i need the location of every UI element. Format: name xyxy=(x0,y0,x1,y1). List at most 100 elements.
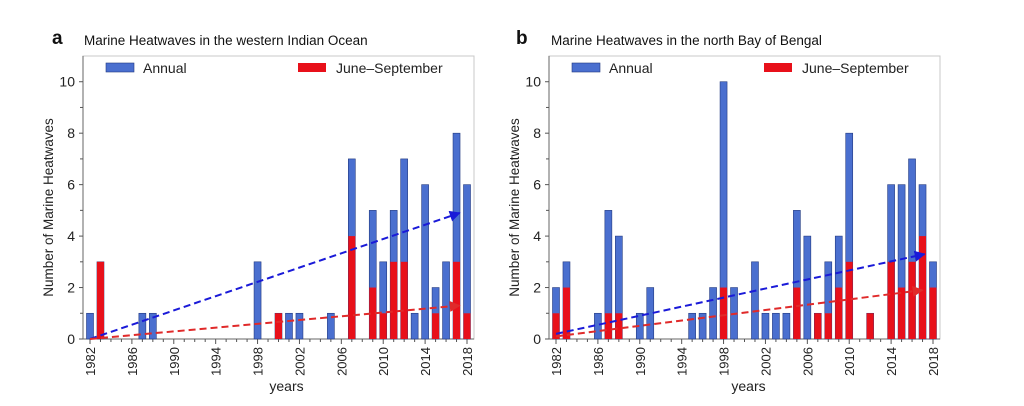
y-tick-label: 6 xyxy=(67,177,75,193)
legend-label-jjas: June–September xyxy=(802,60,909,76)
x-tick-label: 2018 xyxy=(460,347,475,376)
bar-jjas xyxy=(898,287,906,339)
bar-jjas xyxy=(793,287,801,339)
bar-jjas xyxy=(908,261,916,339)
chart-svg: 0 2 4 6 8 10 1982 1986 1990 1994 1998 2002 2006 2010 2… xyxy=(507,55,941,394)
bar-jjas xyxy=(390,261,398,339)
bar-annual xyxy=(138,312,147,340)
bar-jjas xyxy=(720,287,728,339)
bar-annual xyxy=(772,312,780,340)
bar-annual xyxy=(285,312,293,340)
x-tick-label: 2002 xyxy=(292,347,307,376)
chart-svg: 0 2 4 6 8 10 1982 1986 1990 1994 1998 2002 2006 2010 2… xyxy=(41,55,475,394)
legend-label-annual: Annual xyxy=(143,60,187,76)
x-tick-label: 1990 xyxy=(167,347,182,376)
bar-jjas xyxy=(453,261,461,339)
bar-jjas xyxy=(824,313,832,339)
legend-swatch-annual xyxy=(105,62,135,73)
y-tick-label: 0 xyxy=(533,331,541,347)
x-tick-label: 1998 xyxy=(251,347,266,376)
bar-annual xyxy=(594,312,602,340)
y-axis-label: Number of Marine Heatwaves xyxy=(507,118,522,297)
y-tick-label: 8 xyxy=(533,125,541,141)
chart-title: Marine Heatwaves in the western Indian O… xyxy=(84,33,368,48)
bar-annual xyxy=(149,312,157,340)
x-tick-label: 2014 xyxy=(884,347,899,376)
bar-annual xyxy=(295,312,304,340)
legend-swatch-annual xyxy=(571,62,601,73)
panel-a: a Marine Heatwaves in the western Indian… xyxy=(41,28,475,394)
bar-jjas xyxy=(604,313,612,339)
legend-label-annual: Annual xyxy=(609,60,653,76)
panel-letter: b xyxy=(516,28,528,49)
x-tick-label: 1986 xyxy=(591,347,606,376)
bar-jjas xyxy=(835,287,843,339)
bar-jjas xyxy=(400,261,408,339)
legend: Annual June–September xyxy=(105,60,443,76)
x-tick-label: 2006 xyxy=(800,347,815,376)
bar-jjas xyxy=(887,261,895,339)
legend-swatch-jjas xyxy=(298,63,326,72)
x-axis-label: years xyxy=(269,378,303,394)
x-tick-label: 2006 xyxy=(334,347,349,376)
bar-jjas xyxy=(866,313,874,339)
x-tick-label: 2018 xyxy=(926,347,941,376)
bar-annual xyxy=(761,312,770,340)
bar-jjas xyxy=(96,261,104,339)
y-tick-label: 4 xyxy=(533,228,541,244)
legend-swatch-jjas xyxy=(764,63,792,72)
bar-jjas xyxy=(275,313,282,339)
x-tick-label: 1990 xyxy=(633,347,648,376)
bar-jjas xyxy=(432,313,440,339)
x-tick-label: 2014 xyxy=(418,347,433,376)
y-tick-label: 0 xyxy=(67,331,75,347)
bar-annual xyxy=(410,312,419,340)
bar-annual xyxy=(688,312,696,340)
bar-annual xyxy=(86,312,94,340)
y-tick-label: 10 xyxy=(525,74,541,90)
panel-b: b Marine Heatwaves in the north Bay of B… xyxy=(466,0,978,406)
x-tick-label: 1994 xyxy=(209,347,224,376)
x-tick-label: 1982 xyxy=(549,347,564,376)
bar-annual xyxy=(803,235,812,340)
x-tick-label: 2010 xyxy=(376,347,391,376)
bar-annual xyxy=(421,184,429,340)
bar-jjas xyxy=(562,287,570,339)
bar-annual xyxy=(709,287,717,340)
y-tick-label: 2 xyxy=(67,280,75,296)
bar-jjas xyxy=(552,313,560,339)
bar-jjas xyxy=(919,236,927,339)
plot-frame xyxy=(82,55,475,340)
x-axis-label: years xyxy=(731,378,765,394)
bar-annual xyxy=(253,261,262,340)
y-axis-label: Number of Marine Heatwaves xyxy=(41,118,56,297)
trend-arrow-jjas xyxy=(89,300,461,340)
x-tick-label: 1982 xyxy=(83,347,98,376)
x-tick-label: 1994 xyxy=(675,347,690,376)
x-tick-label: 1986 xyxy=(125,347,140,376)
bar-annual xyxy=(698,312,707,340)
y-tick-label: 10 xyxy=(59,74,75,90)
legend: Annual June–September xyxy=(571,60,909,76)
bar-annual xyxy=(442,261,450,340)
bar-annual xyxy=(751,261,759,340)
bar-jjas xyxy=(845,261,853,339)
bar-annual xyxy=(327,312,335,340)
bar-jjas xyxy=(348,236,356,339)
x-tick-label: 1998 xyxy=(717,347,732,376)
chart-title: Marine Heatwaves in the north Bay of Ben… xyxy=(551,33,822,48)
y-tick-label: 4 xyxy=(67,228,75,244)
bar-jjas xyxy=(379,313,387,339)
bar-jjas xyxy=(463,313,471,339)
bar-jjas xyxy=(615,313,623,339)
bar-jjas xyxy=(814,313,822,339)
y-tick-label: 8 xyxy=(67,125,75,141)
x-tick-label: 2002 xyxy=(758,347,773,376)
x-tick-label: 2010 xyxy=(842,347,857,376)
trend-arrow-annual xyxy=(89,210,461,340)
y-tick-label: 6 xyxy=(533,177,541,193)
trend-arrow-jjas xyxy=(555,285,924,338)
bar-jjas xyxy=(929,287,937,339)
bar-jjas xyxy=(369,287,377,339)
panel-letter: a xyxy=(52,28,63,49)
